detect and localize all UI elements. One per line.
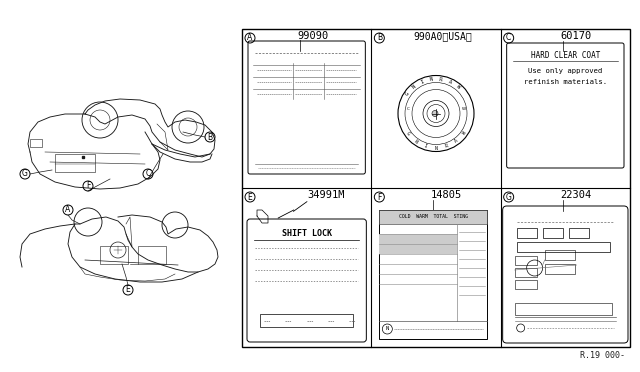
Text: I: I bbox=[423, 144, 428, 149]
Text: 34991M: 34991M bbox=[307, 190, 345, 200]
Text: N: N bbox=[413, 138, 418, 144]
Text: E: E bbox=[248, 192, 252, 202]
Bar bbox=[569, 228, 589, 238]
Text: F: F bbox=[86, 182, 90, 190]
Text: C: C bbox=[145, 170, 150, 179]
Text: A: A bbox=[248, 33, 253, 42]
Bar bbox=[380, 210, 486, 224]
Text: B: B bbox=[207, 132, 212, 141]
Text: N: N bbox=[412, 84, 417, 90]
Bar bbox=[543, 228, 563, 238]
Bar bbox=[515, 280, 537, 289]
Text: COLD  WARM  TOTAL  STING: COLD WARM TOTAL STING bbox=[399, 215, 467, 219]
Circle shape bbox=[432, 110, 438, 116]
Text: R: R bbox=[439, 77, 443, 82]
Text: G: G bbox=[404, 91, 411, 96]
Text: 99090: 99090 bbox=[298, 31, 329, 41]
Bar bbox=[380, 244, 456, 254]
Bar bbox=[515, 303, 612, 315]
Text: 60170: 60170 bbox=[560, 31, 591, 41]
Bar bbox=[545, 264, 575, 274]
Text: refinish materials.: refinish materials. bbox=[524, 79, 607, 85]
Text: N: N bbox=[429, 77, 433, 82]
Bar bbox=[516, 242, 610, 252]
Bar bbox=[516, 228, 537, 238]
Text: A: A bbox=[65, 205, 70, 215]
Bar bbox=[380, 210, 486, 339]
Bar bbox=[138, 246, 166, 264]
Text: G: G bbox=[506, 192, 511, 202]
Text: C: C bbox=[506, 33, 511, 42]
Bar bbox=[380, 234, 456, 244]
Text: R: R bbox=[445, 144, 449, 149]
Text: A: A bbox=[454, 138, 460, 144]
Text: W: W bbox=[455, 84, 461, 90]
Bar bbox=[100, 246, 128, 264]
Text: G: G bbox=[22, 170, 28, 179]
Text: SHIFT LOCK: SHIFT LOCK bbox=[282, 228, 332, 237]
Text: R.19 000-: R.19 000- bbox=[580, 351, 625, 360]
Text: W: W bbox=[461, 131, 467, 136]
Bar bbox=[260, 314, 353, 327]
Bar bbox=[515, 256, 537, 265]
Bar bbox=[30, 139, 42, 147]
Text: 990A0（USA）: 990A0（USA） bbox=[413, 31, 472, 41]
Text: N: N bbox=[435, 145, 437, 151]
Text: F: F bbox=[377, 192, 381, 202]
Bar bbox=[55, 154, 95, 172]
Text: B: B bbox=[377, 33, 382, 42]
Text: 22304: 22304 bbox=[560, 190, 591, 200]
Text: A: A bbox=[447, 79, 452, 85]
Text: E: E bbox=[125, 285, 131, 295]
Text: N: N bbox=[386, 327, 389, 331]
Text: HARD CLEAR COAT: HARD CLEAR COAT bbox=[531, 51, 600, 60]
Text: I: I bbox=[420, 79, 425, 85]
Text: 14805: 14805 bbox=[431, 190, 462, 200]
Text: W: W bbox=[461, 107, 466, 110]
Bar bbox=[515, 268, 537, 277]
Text: Use only approved: Use only approved bbox=[528, 68, 602, 74]
Text: G: G bbox=[405, 131, 411, 136]
Bar bbox=[545, 250, 575, 260]
Bar bbox=[242, 29, 630, 347]
Text: C: C bbox=[407, 107, 410, 110]
